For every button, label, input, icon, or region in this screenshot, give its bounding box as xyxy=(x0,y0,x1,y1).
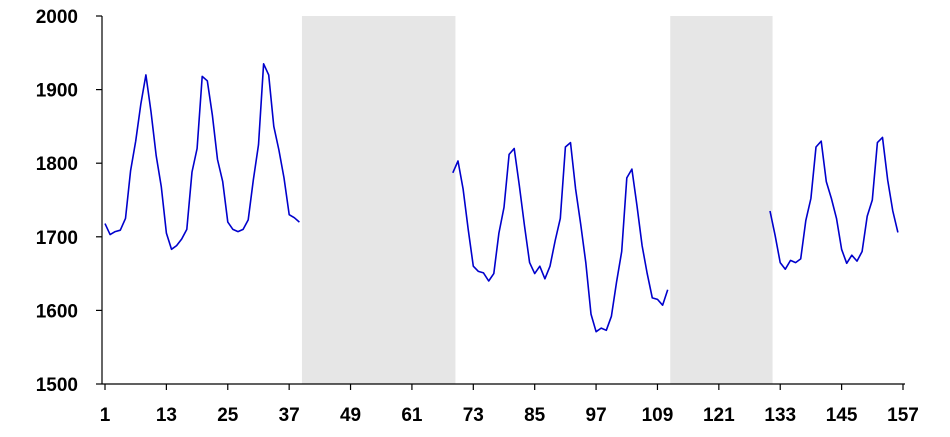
x-tick-label: 157 xyxy=(887,405,919,426)
x-tick-label: 85 xyxy=(524,405,546,426)
y-tick-label: 1800 xyxy=(36,154,78,175)
x-tick-label: 121 xyxy=(703,405,735,426)
x-tick-label: 61 xyxy=(401,405,423,426)
y-tick-label: 1700 xyxy=(36,228,78,249)
y-tick-label: 1600 xyxy=(36,301,78,322)
y-tick-label: 1500 xyxy=(36,375,78,396)
shaded-region xyxy=(301,16,456,384)
series-line xyxy=(104,63,300,251)
x-tick-label: 133 xyxy=(764,405,796,426)
x-tick-label: 109 xyxy=(642,405,674,426)
y-tick-label: 2000 xyxy=(36,7,78,28)
shaded-region xyxy=(670,16,773,384)
x-tick-label: 97 xyxy=(586,405,607,426)
x-tick-label: 25 xyxy=(217,405,239,426)
series-line xyxy=(769,136,899,270)
series-line xyxy=(452,141,669,333)
x-tick-label: 49 xyxy=(340,405,361,426)
y-tick-label: 1900 xyxy=(36,81,78,102)
x-tick-label: 73 xyxy=(463,405,484,426)
x-tick-label: 13 xyxy=(156,405,177,426)
x-tick-label: 37 xyxy=(279,405,300,426)
x-tick-label: 1 xyxy=(100,405,111,426)
x-tick-label: 145 xyxy=(826,405,858,426)
